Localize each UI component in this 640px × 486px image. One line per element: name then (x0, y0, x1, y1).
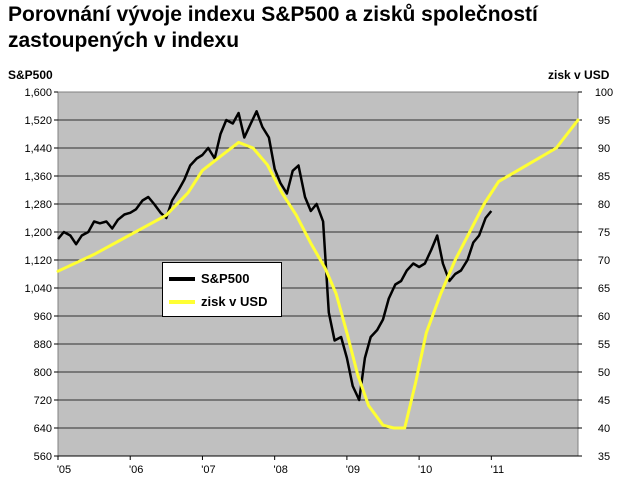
y-left-tick-label: 1,520 (24, 115, 52, 127)
y-right-tick-label: 80 (598, 199, 610, 211)
y-right-tick-label: 60 (598, 311, 610, 323)
x-tick-label: '10 (418, 464, 432, 476)
chart-title: Porovnání vývoje indexu S&P500 a zisků s… (8, 2, 633, 54)
y-left-tick-label: 880 (34, 339, 52, 351)
x-tick-label: '11 (491, 464, 505, 476)
legend-item-sp500: S&P500 (169, 270, 277, 288)
x-tick-label: '07 (201, 464, 215, 476)
y-right-tick-label: 50 (598, 367, 610, 379)
y-left-tick-label: 960 (34, 311, 52, 323)
legend: S&P500 zisk v USD (162, 262, 282, 317)
chart-title-line-2: zastoupených v indexu (8, 29, 240, 52)
y-left-tick-label: 1,200 (24, 227, 52, 239)
series-line-zisk (56, 118, 580, 430)
y-left-tick-label: 720 (34, 395, 52, 407)
y-right-tick-label: 45 (598, 395, 610, 407)
y-left-tick-label: 1,360 (24, 171, 52, 183)
y-right-tick-label: 95 (598, 115, 610, 127)
x-tick-label: '08 (273, 464, 287, 476)
x-tick-label: '05 (57, 464, 71, 476)
y-right-tick-label: 100 (595, 87, 613, 99)
y-left-tick-label: 800 (34, 367, 52, 379)
legend-label-sp500: S&P500 (201, 271, 250, 286)
y-right-tick-label: 70 (598, 255, 610, 267)
legend-item-zisk: zisk v USD (169, 293, 277, 311)
y-right-tick-label: 75 (598, 227, 610, 239)
left-axis-title: S&P500 (8, 68, 53, 82)
y-right-tick-label: 85 (598, 171, 610, 183)
y-right-tick-label: 90 (598, 143, 610, 155)
legend-swatch-zisk (169, 300, 195, 304)
plot-area (57, 91, 579, 457)
y-left-tick-label: 1,280 (24, 199, 52, 211)
y-left-tick-label: 640 (34, 423, 52, 435)
y-right-tick-label: 65 (598, 283, 610, 295)
y-right-tick-label: 35 (598, 451, 610, 463)
y-left-tick-label: 1,040 (24, 283, 52, 295)
legend-swatch-sp500 (169, 277, 195, 281)
x-tick-label: '06 (129, 464, 143, 476)
y-left-tick-label: 1,600 (24, 87, 52, 99)
y-left-tick-label: 1,440 (24, 143, 52, 155)
y-right-tick-label: 40 (598, 423, 610, 435)
y-left-tick-label: 560 (34, 451, 52, 463)
series-line-sp500 (57, 110, 493, 402)
right-axis-title: zisk v USD (548, 68, 610, 82)
chart-title-line-1: Porovnání vývoje indexu S&P500 a zisků s… (8, 3, 538, 26)
y-left-tick-label: 1,120 (24, 255, 52, 267)
y-right-tick-label: 55 (598, 339, 610, 351)
x-tick-label: '09 (346, 464, 360, 476)
legend-label-zisk: zisk v USD (201, 294, 268, 309)
